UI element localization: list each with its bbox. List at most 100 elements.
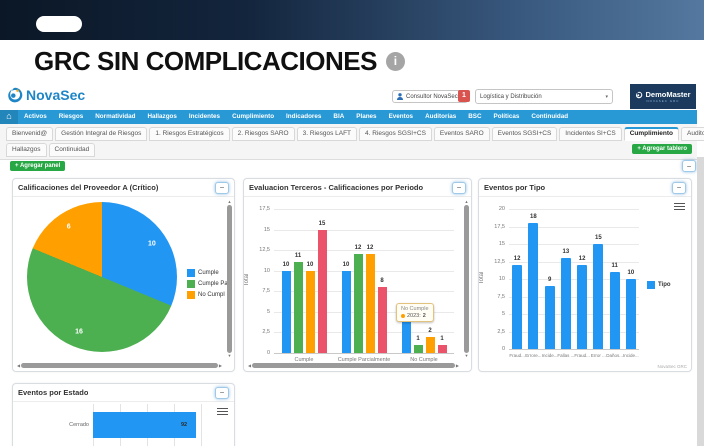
nav-item-normatividad[interactable]: Normatividad — [95, 113, 136, 120]
scroll-down-icon[interactable]: ▼ — [464, 353, 469, 358]
organization-select[interactable]: Logística y Distribución ▾ — [475, 89, 613, 104]
bar[interactable] — [544, 286, 555, 349]
bar-value-label: 12 — [513, 256, 521, 262]
tab-continuidad[interactable]: Continuidad — [48, 143, 96, 157]
info-icon[interactable]: i — [385, 52, 405, 71]
legend-item[interactable]: Tipo — [647, 281, 671, 289]
gridline — [274, 311, 454, 313]
nav-item-activos[interactable]: Activos — [24, 113, 47, 120]
bar[interactable] — [401, 320, 411, 353]
chart-menu-icon[interactable] — [217, 406, 228, 417]
tab-2-riesgos-saro[interactable]: 2. Riesgos SARO — [231, 127, 295, 141]
series-dot-icon — [401, 314, 405, 318]
bar[interactable] — [365, 254, 375, 353]
bar[interactable] — [528, 223, 539, 349]
scroll-left-icon[interactable]: ◀ — [17, 362, 21, 368]
collapse-panel-button[interactable]: − — [215, 386, 229, 399]
chart-menu-icon[interactable] — [674, 201, 685, 212]
bar[interactable] — [353, 254, 363, 353]
bar[interactable] — [437, 344, 447, 353]
user-menu-button[interactable]: Consultor NovaSec ▾ — [392, 90, 469, 103]
scrollbar-thumb[interactable] — [21, 363, 218, 368]
tab-bienvenid[interactable]: Bienvenid@ — [6, 127, 54, 141]
y-tick-label: 2,5 — [262, 329, 270, 336]
y-tick-label: 12,5 — [259, 247, 270, 254]
legend-item[interactable]: Cumple Pa — [187, 280, 227, 288]
tab-cumplimiento[interactable]: Cumplimiento — [623, 127, 680, 141]
gridline — [509, 244, 639, 245]
bar[interactable] — [413, 344, 423, 353]
x-tick-label: Fraud... — [574, 353, 590, 358]
nav-item-indicadores[interactable]: Indicadores — [286, 113, 322, 120]
scroll-left-icon[interactable]: ◀ — [248, 362, 252, 368]
scrollbar-thumb[interactable] — [252, 363, 455, 368]
collapse-panel-button[interactable]: − — [452, 181, 466, 194]
bar-value-label: 9 — [547, 277, 552, 283]
scroll-right-icon[interactable]: ▶ — [455, 362, 459, 368]
novasec-logo[interactable]: NovaSec — [6, 86, 85, 104]
nav-item-auditor-as[interactable]: Auditorías — [425, 113, 457, 120]
tab-hallazgos[interactable]: Hallazgos — [6, 143, 47, 157]
collapse-panel-button[interactable]: − — [672, 181, 686, 194]
scrollbar-thumb[interactable] — [227, 205, 232, 353]
page-scrollbar-gutter[interactable] — [697, 157, 704, 446]
tab-4-riesgos-sgsi-cs[interactable]: 4. Riesgos SGSI+CS — [359, 127, 432, 141]
bar[interactable] — [317, 229, 327, 353]
bar[interactable] — [341, 270, 351, 353]
bar[interactable] — [377, 287, 387, 353]
vertical-scrollbar[interactable]: ▲ ▼ — [463, 200, 470, 358]
home-icon[interactable]: ⌂ — [0, 110, 18, 124]
horizontal-scrollbar[interactable]: ◀ ▶ — [17, 362, 222, 369]
add-board-button[interactable]: + Agregar tablero — [632, 144, 692, 154]
horizontal-scrollbar[interactable]: ◀ ▶ — [248, 362, 459, 369]
grouped-bar-chart: ▲ ▼ ◀ ▶ 0 2,5 5 7,5 10 12,5 15 17,5 Cumple 10 11 10… — [244, 197, 471, 370]
brand-name: DemoMaster — [645, 90, 691, 99]
nav-item-hallazgos[interactable]: Hallazgos — [147, 113, 177, 120]
legend-item[interactable]: No Cumpl — [187, 291, 227, 299]
tab-eventos-saro[interactable]: Eventos SARO — [433, 127, 490, 141]
scroll-up-icon[interactable]: ▲ — [227, 199, 232, 204]
bar[interactable] — [577, 265, 588, 349]
bar[interactable] — [593, 244, 604, 349]
nav-item-eventos[interactable]: Eventos — [388, 113, 414, 120]
tab-eventos-sgsi-cs[interactable]: Eventos SGSI+CS — [491, 127, 558, 141]
banner-pill — [36, 16, 82, 32]
nav-item-planes[interactable]: Planes — [356, 113, 377, 120]
tab-incidentes-si-cs[interactable]: Incidentes SI+CS — [559, 127, 622, 141]
bar[interactable] — [560, 258, 571, 349]
bar[interactable] — [609, 272, 620, 349]
collapse-panel-button[interactable]: − — [215, 181, 229, 194]
bar[interactable] — [425, 336, 435, 353]
scroll-down-icon[interactable]: ▼ — [227, 353, 232, 358]
legend-item[interactable]: Cumple — [187, 269, 227, 277]
bar-value-label: 2 — [428, 327, 432, 334]
scroll-right-icon[interactable]: ▶ — [218, 362, 222, 368]
nav-item-riesgos[interactable]: Riesgos — [58, 113, 84, 120]
tab-3-riesgos-laft[interactable]: 3. Riesgos LAFT — [296, 127, 358, 141]
nav-item-cumplimiento[interactable]: Cumplimiento — [232, 113, 275, 120]
scroll-up-icon[interactable]: ▲ — [464, 199, 469, 204]
bar[interactable] — [293, 262, 303, 353]
scrollbar-thumb[interactable] — [464, 205, 469, 353]
pie-plot[interactable]: 10 16 6 — [27, 202, 177, 352]
bar[interactable] — [625, 279, 636, 349]
tab-gesti-n-integral-de-riesgos[interactable]: Gestión Integral de Riesgos — [55, 127, 148, 141]
notification-badge[interactable]: 1 — [458, 90, 470, 102]
bar[interactable] — [281, 270, 291, 353]
nav-item-bsc[interactable]: BSC — [468, 113, 482, 120]
bar[interactable] — [512, 265, 523, 349]
nav-item-incidentes[interactable]: Incidentes — [188, 113, 221, 120]
x-tick-label: Daños... — [606, 353, 623, 358]
bar[interactable] — [93, 412, 196, 438]
vertical-scrollbar[interactable]: ▲ ▼ — [226, 200, 233, 358]
tab-auditor-as[interactable]: Auditorías — [681, 127, 704, 141]
nav-item-pol-ticas[interactable]: Políticas — [493, 113, 520, 120]
tab-1-riesgos-estrat-gicos[interactable]: 1. Riesgos Estratégicos — [149, 127, 230, 141]
nav-item-bia[interactable]: BIA — [333, 113, 345, 120]
bar[interactable] — [305, 270, 315, 353]
collapse-dashboard-button[interactable]: − — [682, 160, 696, 172]
y-tick-label: 20 — [498, 206, 505, 212]
add-panel-button[interactable]: + Agregar panel — [10, 161, 66, 171]
legend-swatch-icon — [187, 269, 195, 277]
nav-item-continuidad[interactable]: Continuidad — [531, 113, 569, 120]
